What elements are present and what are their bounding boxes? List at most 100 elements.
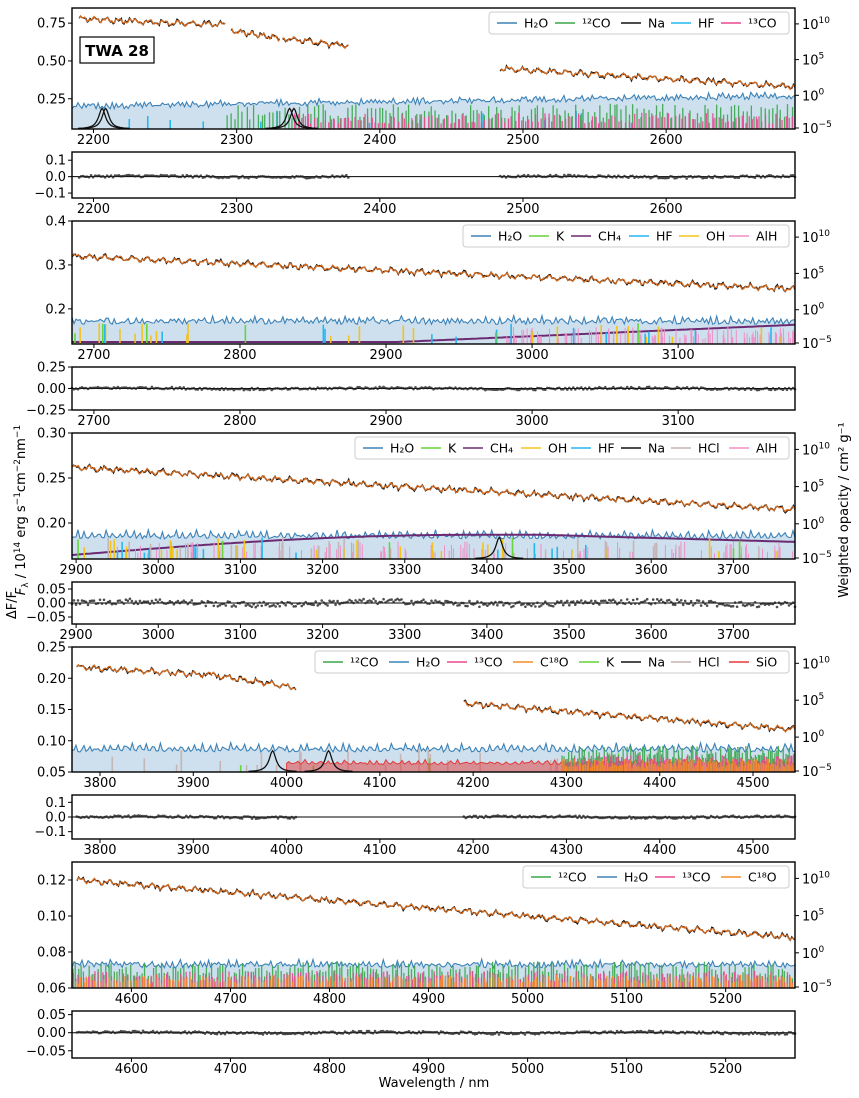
flux-label-prefix: F: [14, 587, 29, 595]
residual-point: [707, 1032, 711, 1035]
residual-point: [729, 175, 733, 178]
residual-point: [259, 1032, 263, 1035]
residual-point: [261, 1033, 265, 1036]
residual-point: [505, 1032, 509, 1035]
residual-point: [588, 601, 591, 604]
residual-point: [781, 388, 785, 392]
flux-series: [78, 15, 796, 91]
residual-point: [221, 1031, 225, 1035]
residual-point: [502, 388, 505, 391]
residual-point: [667, 387, 671, 390]
residual-point: [673, 177, 676, 180]
residual-point: [409, 1031, 413, 1035]
residual-point: [592, 602, 595, 605]
residual-point: [301, 1032, 305, 1036]
residual-point: [599, 174, 602, 177]
residual-point: [251, 175, 254, 179]
residual-point: [597, 174, 600, 177]
residual-point: [422, 598, 425, 601]
residual-point: [129, 174, 133, 177]
y-tick-label: 0.4: [45, 215, 66, 230]
residual-point: [759, 387, 763, 391]
residual-point: [306, 387, 310, 391]
residual-point: [486, 815, 490, 819]
residual-point: [101, 816, 104, 819]
residual-point: [779, 1031, 783, 1035]
x-tick-label: 4800: [313, 992, 346, 1007]
residual-point: [667, 176, 670, 180]
residual-point: [221, 176, 224, 180]
residual-point: [258, 816, 262, 820]
residual-point: [735, 815, 739, 819]
residual-point: [445, 1031, 449, 1034]
residual-point: [387, 1030, 391, 1033]
residual-point: [82, 386, 86, 390]
residual-point: [177, 814, 180, 817]
residual-point: [671, 603, 675, 606]
residual-point: [791, 174, 795, 177]
residual-point: [165, 174, 169, 177]
residual-point: [641, 1030, 645, 1034]
residual-point: [305, 1031, 309, 1035]
residual-point: [685, 602, 689, 605]
residual-point: [157, 175, 161, 178]
residual-point: [204, 604, 208, 608]
residual-point: [161, 814, 164, 818]
residual-point: [180, 387, 184, 391]
residual-point: [595, 1031, 599, 1035]
residual-point: [552, 605, 555, 608]
residual-point: [293, 176, 296, 179]
residual-point: [390, 598, 393, 601]
residual-point: [449, 1032, 453, 1035]
residual-point: [494, 814, 498, 818]
residual-point: [582, 388, 585, 391]
residual-point: [140, 601, 144, 605]
residual-point: [211, 174, 214, 178]
residual-point: [524, 815, 527, 819]
residual-point: [109, 815, 112, 818]
residual-point: [311, 176, 314, 179]
x-tick-label: 2400: [363, 133, 396, 148]
resid-x-tick-label: 5200: [709, 1062, 742, 1077]
residual-point: [211, 1031, 215, 1035]
residual-point: [344, 601, 347, 604]
residual-point: [78, 386, 82, 390]
opacity-tick-label: 100: [802, 729, 825, 746]
residual-point: [620, 816, 623, 820]
residual-point: [655, 1031, 659, 1035]
residual-point: [596, 387, 599, 390]
residual-point: [215, 1032, 219, 1036]
residual-point: [470, 815, 474, 819]
residual-point: [143, 1030, 147, 1034]
residual-point: [298, 602, 302, 605]
residual-point: [143, 814, 146, 818]
residual-point: [751, 815, 755, 819]
residual-point: [667, 1030, 671, 1034]
residual-point: [325, 1031, 329, 1034]
residual-point: [711, 815, 715, 819]
residual-point: [659, 176, 662, 180]
residual-point: [759, 815, 763, 819]
residual-point: [485, 1032, 489, 1036]
residual-point: [647, 175, 650, 179]
residual-point: [317, 1030, 321, 1034]
residual-point: [159, 1030, 163, 1034]
residual-point: [536, 386, 539, 390]
residual-point: [604, 599, 607, 603]
residual-point: [151, 1029, 155, 1033]
residual-point: [111, 815, 114, 819]
residual-point: [368, 599, 371, 602]
residual-point: [452, 387, 455, 391]
residual-point: [453, 1031, 457, 1035]
residual-point: [631, 598, 635, 602]
y-axis-label-resid: ΔF/F: [5, 591, 20, 619]
residual-axes-frame: [71, 151, 796, 199]
residual-point: [218, 815, 222, 819]
residual-point: [335, 175, 338, 178]
residual-point: [779, 603, 783, 606]
residual-point: [721, 175, 725, 179]
resid-x-tick-label: 2700: [77, 414, 110, 429]
residual-point: [707, 387, 711, 391]
residual-point: [791, 386, 795, 390]
residual-point: [576, 386, 579, 390]
